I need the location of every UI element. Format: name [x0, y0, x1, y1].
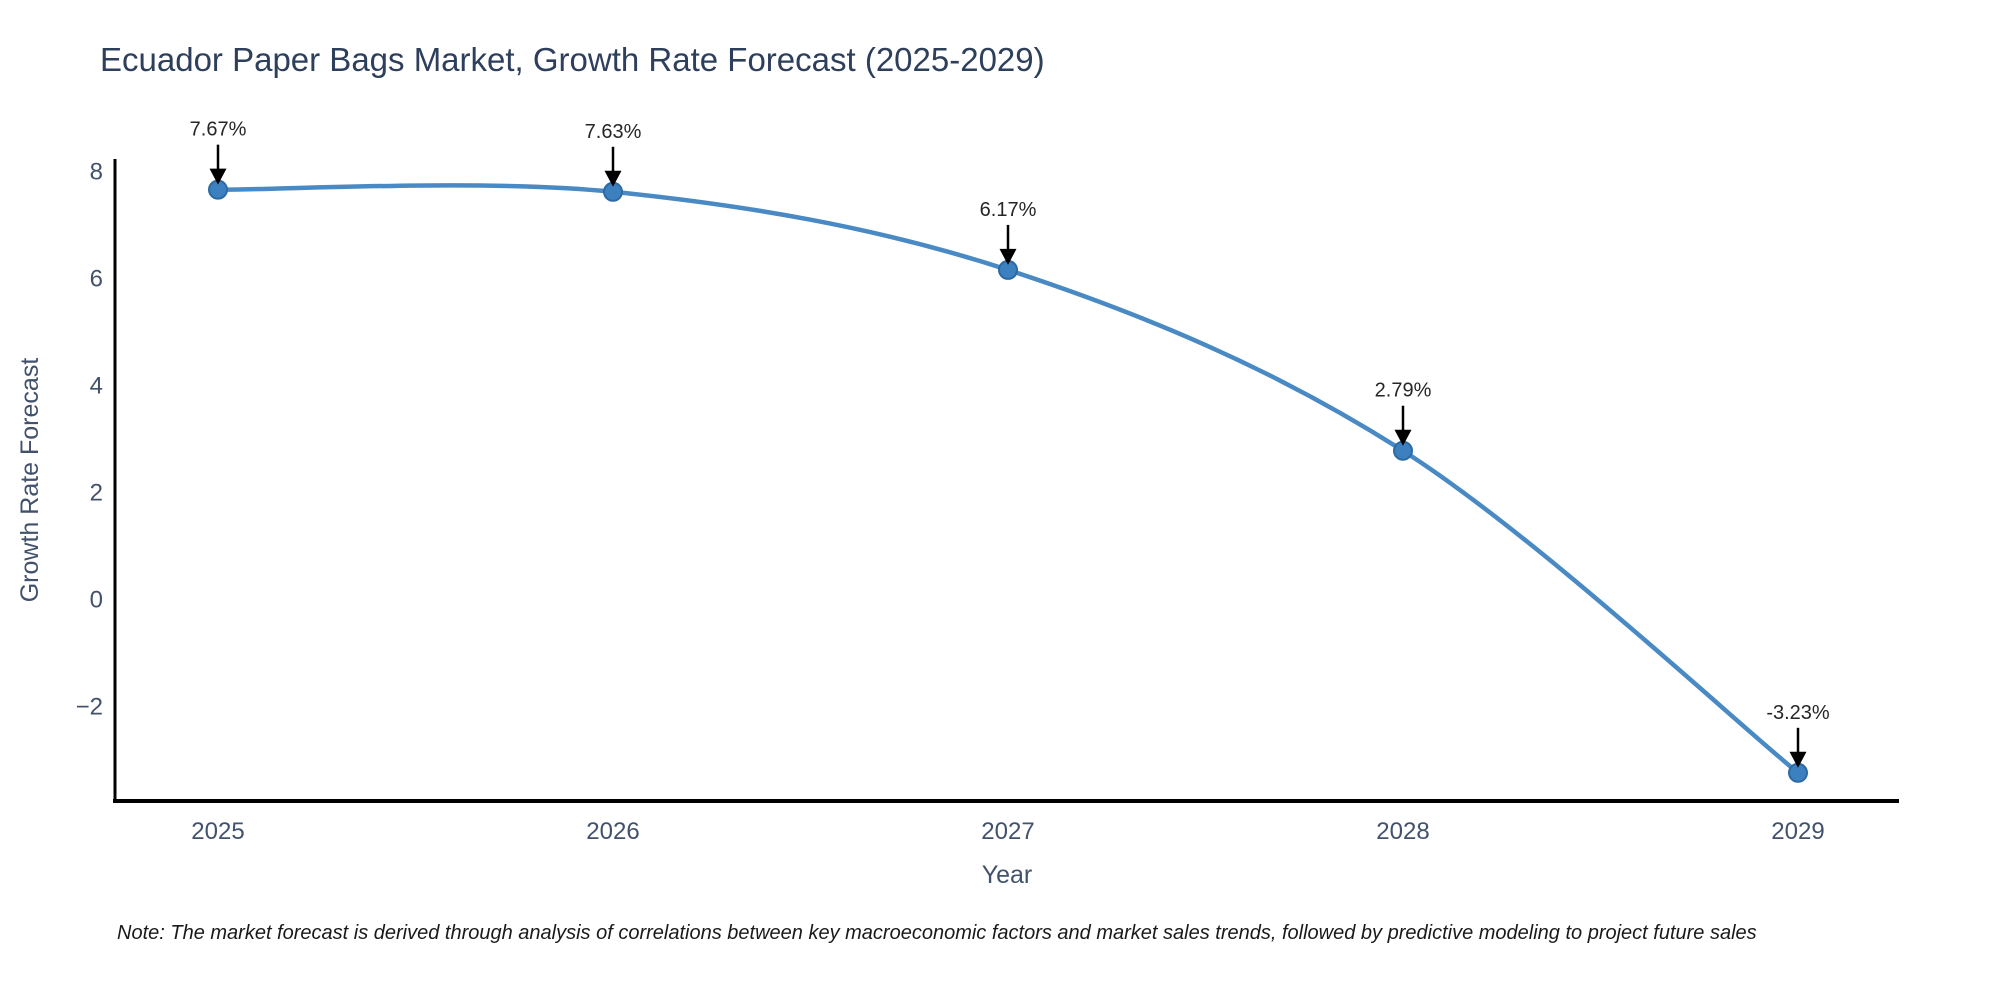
annotation-label: 6.17%: [980, 199, 1037, 221]
annotation-label: 2.79%: [1375, 380, 1432, 402]
y-axis-title: Growth Rate Forecast: [16, 358, 44, 603]
chart-title: Ecuador Paper Bags Market, Growth Rate F…: [100, 41, 1045, 78]
x-tick-label: 2029: [1771, 818, 1824, 845]
annotation-arrowhead: [1394, 429, 1412, 446]
x-tick-label: 2026: [586, 818, 639, 845]
annotation-label: -3.23%: [1766, 702, 1830, 724]
y-tick-label: 0: [90, 587, 103, 614]
annotation-arrowhead: [1789, 751, 1807, 768]
annotation-arrowhead: [999, 248, 1017, 265]
annotation-arrowhead: [604, 170, 622, 187]
line-series: [215, 183, 1801, 776]
annotation-label: 7.63%: [585, 121, 642, 143]
y-tick-label: 6: [90, 266, 103, 293]
y-tick-label: −2: [76, 694, 103, 721]
x-tick-label: 2027: [981, 818, 1034, 845]
x-tick-label: 2028: [1376, 818, 1429, 845]
x-tick-label: 2025: [191, 818, 244, 845]
y-tick-label: 2: [90, 480, 103, 507]
chart-footnote: Note: The market forecast is derived thr…: [117, 922, 1757, 944]
x-axis-title: Year: [982, 861, 1033, 889]
annotation-arrowhead: [209, 168, 227, 185]
y-tick-label: 4: [90, 373, 103, 400]
y-tick-label: 8: [90, 159, 103, 186]
annotation-label: 7.67%: [190, 119, 247, 141]
